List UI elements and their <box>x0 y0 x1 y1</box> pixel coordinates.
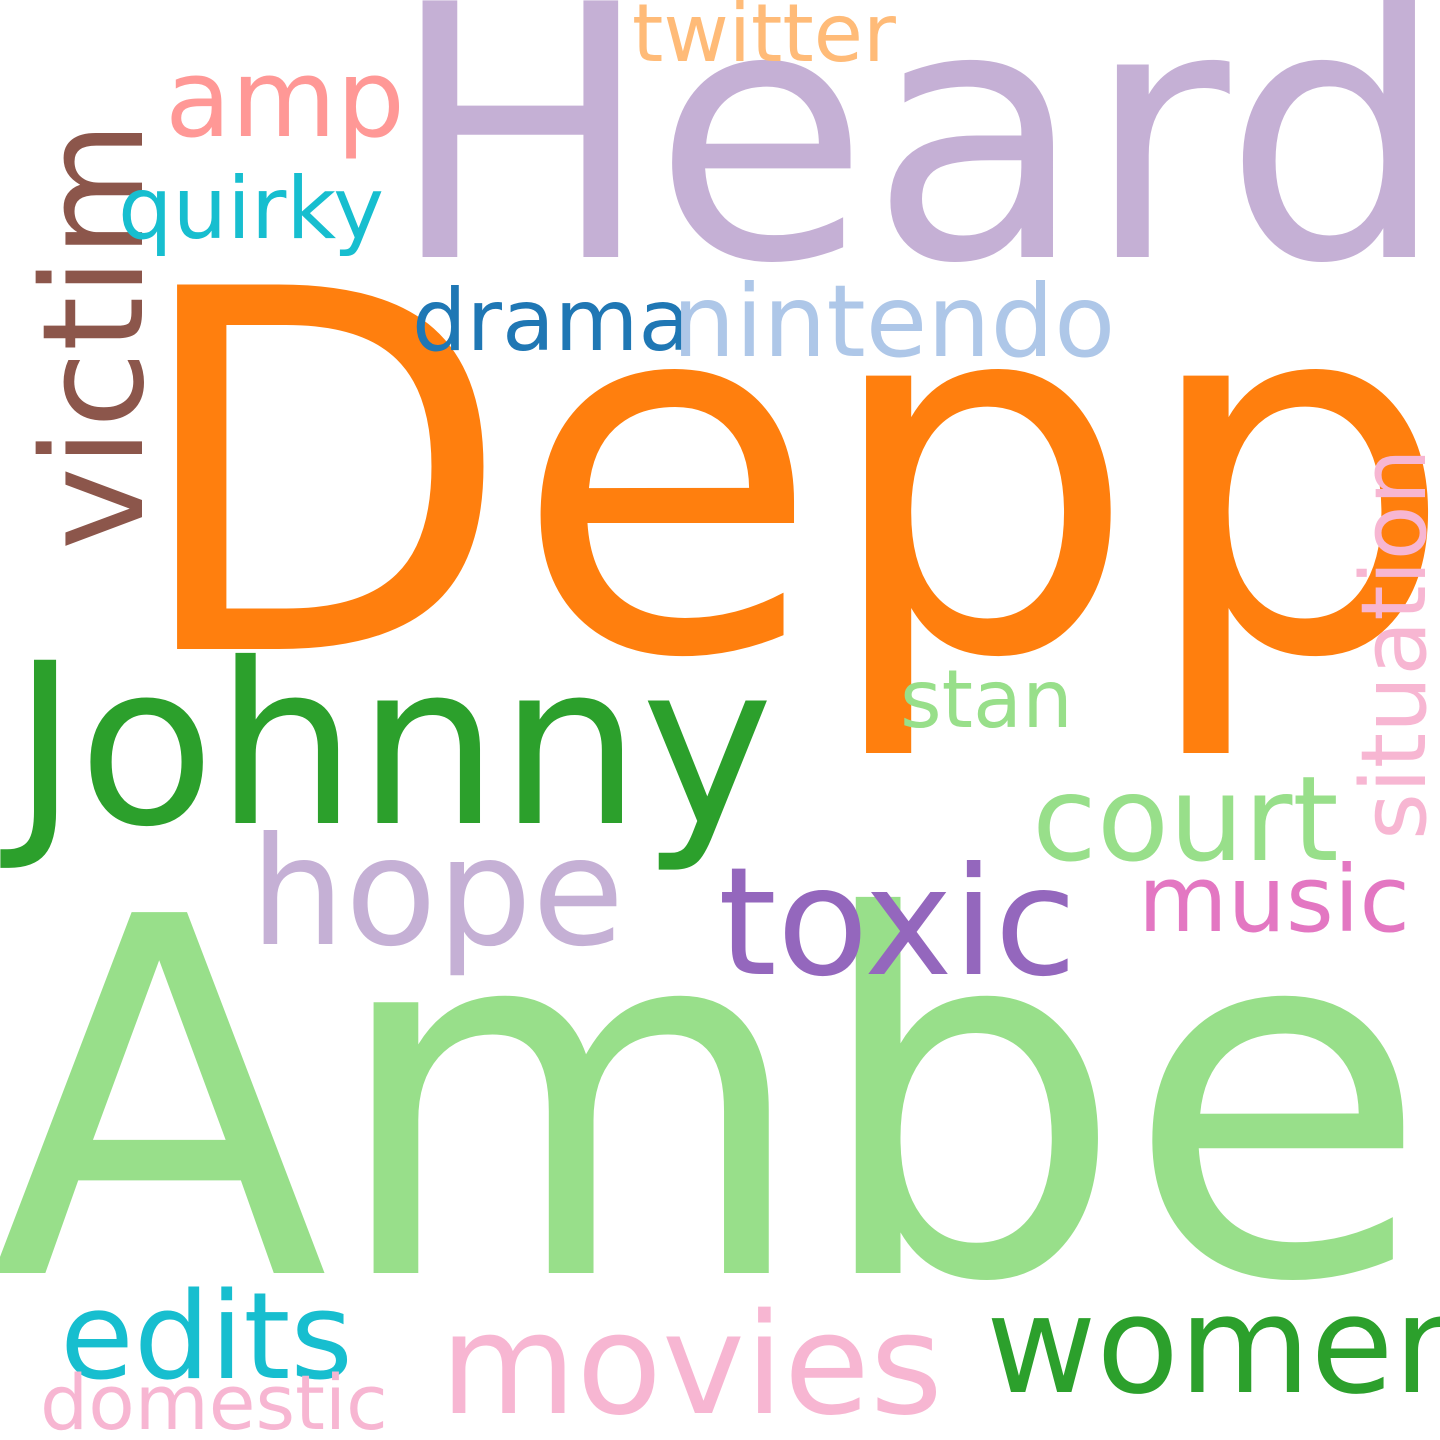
word-depp: Depp <box>128 185 1440 767</box>
word-toxic: toxic <box>718 836 1077 1010</box>
word-quirky: quirky <box>118 159 384 259</box>
word-hope: hope <box>250 806 625 980</box>
word-johnny: Johnny <box>12 615 774 876</box>
word-drama: drama <box>412 271 692 371</box>
word-situation: situation <box>1342 448 1440 840</box>
word-amber: Amber <box>0 814 1440 1390</box>
word-amp: amp <box>165 37 405 162</box>
word-movies: movies <box>440 1284 943 1440</box>
word-heard: Heard <box>388 0 1440 341</box>
word-edits: edits <box>60 1268 353 1407</box>
word-stan: stan <box>900 653 1073 746</box>
word-women: women <box>986 1267 1440 1424</box>
word-domestic: domestic <box>40 1358 388 1440</box>
word-court: court <box>1032 750 1339 888</box>
word-nintendo: nintendo <box>672 263 1116 380</box>
word-twitter: twitter <box>632 0 896 80</box>
word-music: music <box>1138 846 1411 953</box>
